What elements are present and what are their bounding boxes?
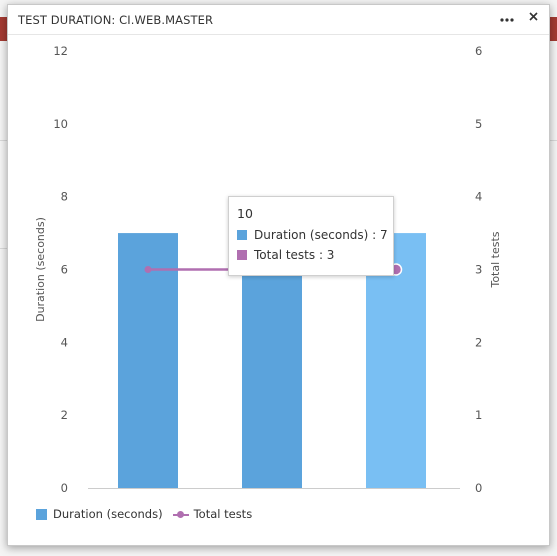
- right-tick-label: 4: [475, 190, 482, 204]
- background-divider: [0, 140, 7, 141]
- chart-legend: Duration (seconds) Total tests: [36, 507, 262, 521]
- left-axis-ticks: 0 2 4 6 8 10 12: [53, 44, 68, 495]
- background-divider: [0, 248, 7, 249]
- right-tick-label: 1: [475, 408, 482, 422]
- tooltip-duration-row: Duration (seconds) : 7: [237, 227, 388, 243]
- tooltip-tests-row: Total tests : 3: [237, 247, 334, 263]
- right-axis-title: Total tests: [489, 231, 502, 288]
- tooltip-duration-text: Duration (seconds) : 7: [254, 228, 388, 242]
- right-tick-label: 5: [475, 117, 482, 131]
- right-axis-ticks: 0 1 2 3 4 5 6: [475, 44, 482, 495]
- tooltip-category: 10: [237, 206, 253, 221]
- left-tick-label: 0: [61, 481, 68, 495]
- right-tick-label: 6: [475, 44, 482, 58]
- more-options-button[interactable]: [496, 8, 518, 28]
- tooltip-tests-swatch: [237, 250, 247, 260]
- tooltip-duration-swatch: [237, 230, 247, 240]
- ellipsis-icon: [500, 18, 514, 22]
- legend-duration-label: Duration (seconds): [53, 507, 163, 521]
- tooltip-tests-text: Total tests : 3: [254, 248, 335, 262]
- background-divider: [548, 140, 557, 141]
- dialog-title: TEST DURATION: CI.WEB.MASTER: [18, 13, 214, 27]
- left-tick-label: 8: [61, 190, 68, 204]
- legend-tests-label: Total tests: [193, 507, 253, 521]
- right-tick-label: 0: [475, 481, 482, 495]
- chart-tooltip: 10 Duration (seconds) : 7 Total tests : …: [228, 196, 394, 276]
- legend-item-tests[interactable]: Total tests: [172, 507, 253, 521]
- duration-bar[interactable]: [118, 233, 178, 488]
- legend-tests-marker: [172, 509, 189, 520]
- right-tick-label: 3: [475, 263, 482, 277]
- test-duration-dialog: TEST DURATION: CI.WEB.MASTER 0 2 4 6 8 10 12 0…: [7, 4, 550, 546]
- left-tick-label: 12: [53, 44, 68, 58]
- legend-duration-swatch: [36, 508, 47, 520]
- right-tick-label: 2: [475, 335, 482, 349]
- left-tick-label: 4: [61, 335, 68, 349]
- total-tests-point[interactable]: [144, 266, 152, 273]
- close-button[interactable]: [524, 9, 542, 29]
- left-tick-label: 2: [61, 408, 68, 422]
- dialog-title-bar: TEST DURATION: CI.WEB.MASTER: [8, 5, 549, 35]
- left-tick-label: 6: [61, 263, 68, 277]
- left-tick-label: 10: [53, 117, 68, 131]
- close-icon: [528, 12, 538, 21]
- left-axis-title: Duration (seconds): [34, 217, 47, 322]
- legend-item-duration[interactable]: Duration (seconds): [36, 507, 163, 521]
